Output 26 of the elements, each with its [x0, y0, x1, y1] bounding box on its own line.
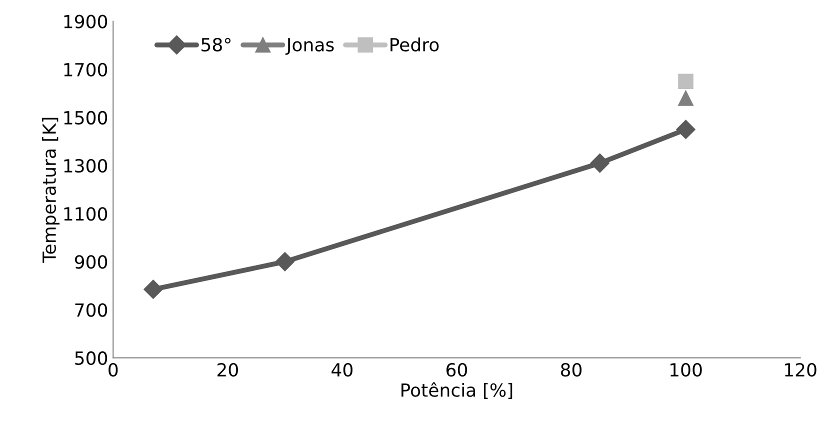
x-tick-label: 40	[332, 363, 352, 377]
y-tick-label: 1900	[64, 14, 108, 28]
x-tick-label: 20	[217, 363, 238, 377]
point	[590, 154, 610, 173]
x-tick-label: 100	[670, 363, 702, 377]
x-tick-label: 80	[560, 363, 582, 377]
y-tick-label: 500	[75, 351, 108, 365]
point	[144, 280, 163, 299]
legend-label: 58°	[202, 38, 230, 52]
x-tick-label: 120	[785, 363, 816, 377]
y-tick-label: 700	[75, 303, 108, 317]
x-tick-label: 0	[108, 363, 118, 377]
y-tick-label: 1700	[64, 62, 108, 76]
y-tick-label: 1500	[64, 110, 108, 125]
legend-label: Pedro	[390, 38, 439, 52]
x-axis-title: Potência [%]	[402, 382, 512, 400]
y-tick-label: 1300	[64, 158, 108, 173]
point	[275, 252, 294, 272]
x-tick-label: 60	[446, 363, 467, 377]
point	[678, 74, 694, 90]
point	[678, 90, 694, 106]
y-tick-label: 1100	[64, 207, 108, 221]
y-tick-label: 900	[74, 255, 108, 269]
legend-label: Jonas	[285, 38, 334, 55]
y-axis-title: Temperatura [K]	[42, 118, 60, 263]
point	[676, 120, 696, 140]
